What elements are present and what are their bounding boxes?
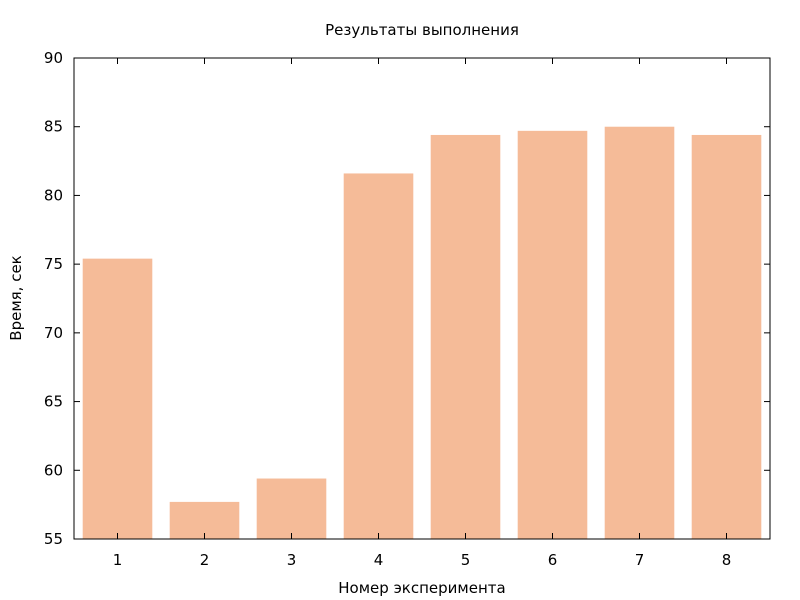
y-tick-label-85: 85 bbox=[44, 118, 63, 136]
y-tick-label-65: 65 bbox=[44, 393, 63, 411]
x-axis: 1 2 3 4 5 6 7 8 bbox=[113, 58, 732, 569]
bar-7 bbox=[604, 126, 675, 539]
bar-8 bbox=[691, 134, 762, 539]
plot-frame bbox=[73, 57, 771, 540]
x-tick-label-5: 5 bbox=[461, 551, 471, 569]
x-tick-label-1: 1 bbox=[113, 551, 123, 569]
x-tick-label-6: 6 bbox=[548, 551, 558, 569]
bar-4 bbox=[343, 173, 414, 539]
bar-2 bbox=[169, 501, 240, 539]
bar-6 bbox=[517, 130, 588, 539]
x-tick-label-4: 4 bbox=[374, 551, 384, 569]
chart-title: Результаты выполнения bbox=[325, 21, 519, 39]
x-tick-label-2: 2 bbox=[200, 551, 210, 569]
bars-group bbox=[82, 126, 762, 539]
bar-1 bbox=[82, 258, 153, 539]
x-axis-label: Номер эксперимента bbox=[338, 579, 505, 597]
y-tick-label-90: 90 bbox=[44, 49, 63, 67]
y-axis: 55 60 65 70 75 80 85 90 bbox=[44, 49, 770, 548]
x-tick-label-7: 7 bbox=[635, 551, 645, 569]
y-tick-label-60: 60 bbox=[44, 461, 63, 479]
bar-3 bbox=[256, 478, 327, 539]
y-axis-label: Время, сек bbox=[7, 255, 25, 340]
x-tick-label-3: 3 bbox=[287, 551, 297, 569]
x-tick-label-8: 8 bbox=[722, 551, 732, 569]
y-tick-label-80: 80 bbox=[44, 186, 63, 204]
y-tick-label-75: 75 bbox=[44, 255, 63, 273]
y-tick-label-70: 70 bbox=[44, 324, 63, 342]
y-tick-label-55: 55 bbox=[44, 530, 63, 548]
bar-5 bbox=[430, 134, 501, 539]
